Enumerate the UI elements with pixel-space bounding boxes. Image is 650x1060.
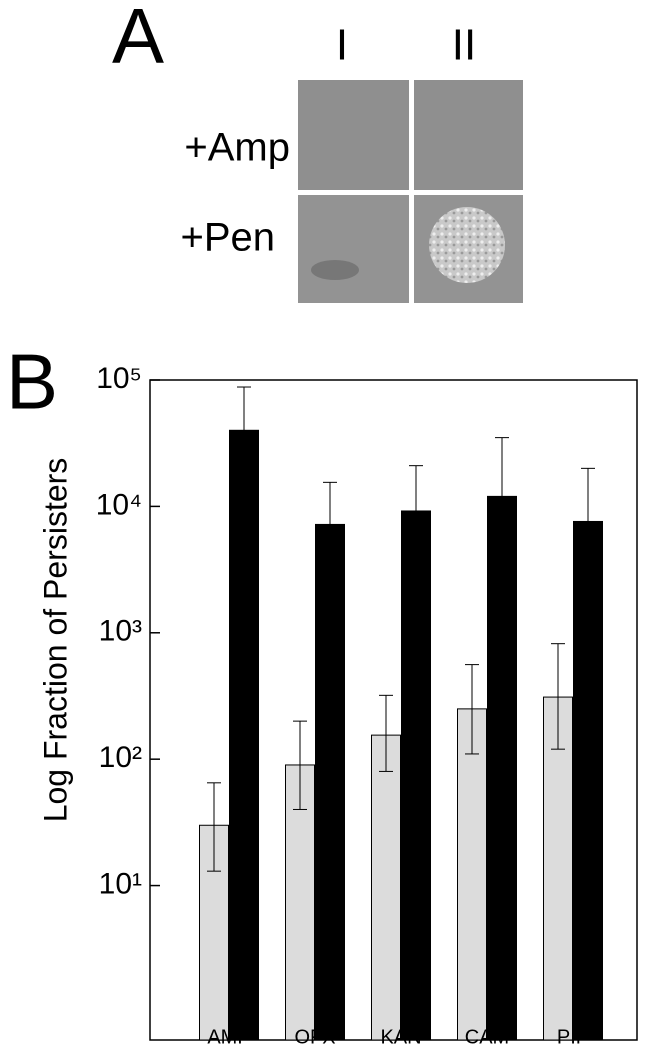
plate-colony	[429, 207, 505, 283]
plate-image	[298, 80, 409, 190]
row-label: +Amp	[184, 126, 290, 170]
x-tick-label: CAM	[465, 1026, 509, 1048]
bar	[573, 520, 603, 1041]
bar	[371, 734, 401, 1041]
plate-image	[298, 195, 409, 303]
row-label: +Pen	[180, 216, 275, 260]
bar	[487, 495, 517, 1041]
bar	[229, 429, 259, 1041]
y-tick-label: 10¹	[99, 867, 142, 900]
x-tick-label: OFX	[294, 1026, 335, 1048]
bar	[199, 824, 229, 1041]
x-tick-label: KAN	[380, 1026, 421, 1048]
panel-label: A	[112, 0, 164, 80]
bar	[543, 696, 573, 1041]
bar	[285, 764, 315, 1041]
bar	[457, 708, 487, 1041]
bar	[315, 523, 345, 1041]
y-axis-label: Log Fraction of Persisters	[37, 458, 73, 823]
y-tick-label: 10⁵	[96, 362, 142, 395]
bar	[401, 510, 431, 1041]
y-tick-label: 10²	[99, 741, 142, 774]
x-tick-label: AMP	[207, 1026, 250, 1048]
x-tick-label: PIP	[557, 1026, 589, 1048]
panel-label: B	[6, 338, 58, 426]
column-label: I	[336, 21, 348, 70]
column-label: II	[452, 21, 476, 70]
plate-spot	[311, 260, 359, 280]
y-tick-label: 10⁴	[96, 488, 142, 521]
y-tick-label: 10³	[99, 615, 142, 648]
plate-image	[414, 80, 523, 190]
